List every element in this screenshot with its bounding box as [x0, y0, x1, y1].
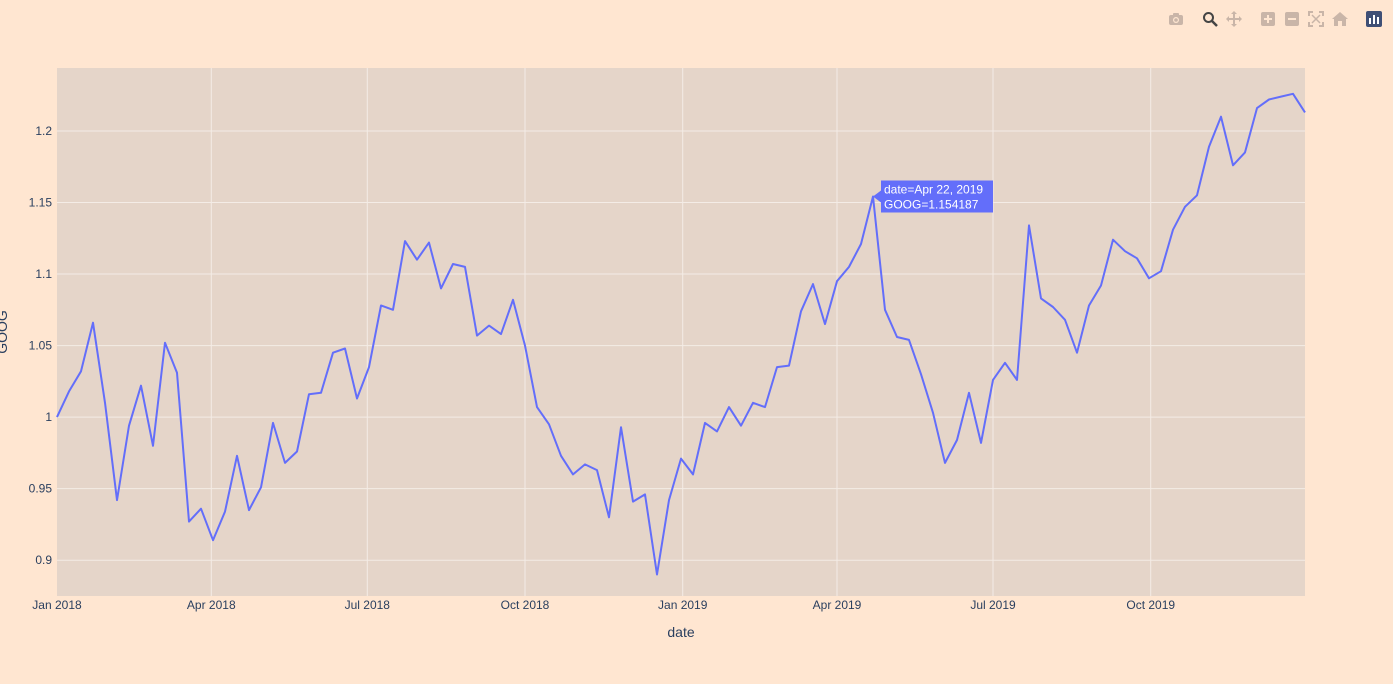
- x-tick-label: Apr 2019: [813, 598, 862, 612]
- y-tick-label: 0.9: [35, 553, 52, 567]
- plot-area: [57, 68, 1305, 596]
- camera-icon[interactable]: [1167, 10, 1185, 28]
- y-tick-label: 1.15: [29, 196, 53, 210]
- autoscale-icon[interactable]: [1307, 10, 1325, 28]
- modebar: [1161, 10, 1383, 28]
- pan-icon[interactable]: [1225, 10, 1243, 28]
- x-axis-title: date: [667, 624, 694, 640]
- x-tick-label: Oct 2019: [1126, 598, 1175, 612]
- series-line: [56, 92, 1306, 576]
- y-tick-label: 1.1: [35, 267, 52, 281]
- x-tick-label: Apr 2018: [187, 598, 236, 612]
- hover-value-label: GOOG=1.154187: [884, 198, 979, 212]
- x-tick-label: Jan 2018: [32, 598, 82, 612]
- x-tick-label: Jul 2018: [345, 598, 391, 612]
- y-tick-label: 1.2: [35, 124, 52, 138]
- x-gridlines: [210, 68, 1152, 596]
- zoom-icon[interactable]: [1201, 10, 1219, 28]
- x-tick-label: Jul 2019: [970, 598, 1016, 612]
- x-tick-label: Oct 2018: [501, 598, 550, 612]
- hover-tooltip: date=Apr 22, 2019 GOOG=1.154187: [873, 180, 993, 213]
- zoom-out-icon[interactable]: [1283, 10, 1301, 28]
- x-tick-labels: Jan 2018 Apr 2018 Jul 2018 Oct 2018 Jan 2019…: [32, 598, 1175, 612]
- hover-date-label: date=Apr 22, 2019: [884, 183, 983, 197]
- y-gridlines: [57, 130, 1305, 561]
- y-tick-label: 1: [45, 410, 52, 424]
- y-tick-label: 0.95: [29, 482, 53, 496]
- zoom-in-icon[interactable]: [1259, 10, 1277, 28]
- plotly-logo-icon[interactable]: [1365, 10, 1383, 28]
- y-tick-label: 1.05: [29, 339, 53, 353]
- y-tick-labels: 0.9 0.95 1 1.05 1.1 1.15 1.2: [29, 124, 53, 567]
- hover-box: [873, 180, 993, 213]
- reset-axes-icon[interactable]: [1331, 10, 1349, 28]
- y-axis-title: GOOG: [0, 310, 10, 354]
- x-tick-label: Jan 2019: [658, 598, 708, 612]
